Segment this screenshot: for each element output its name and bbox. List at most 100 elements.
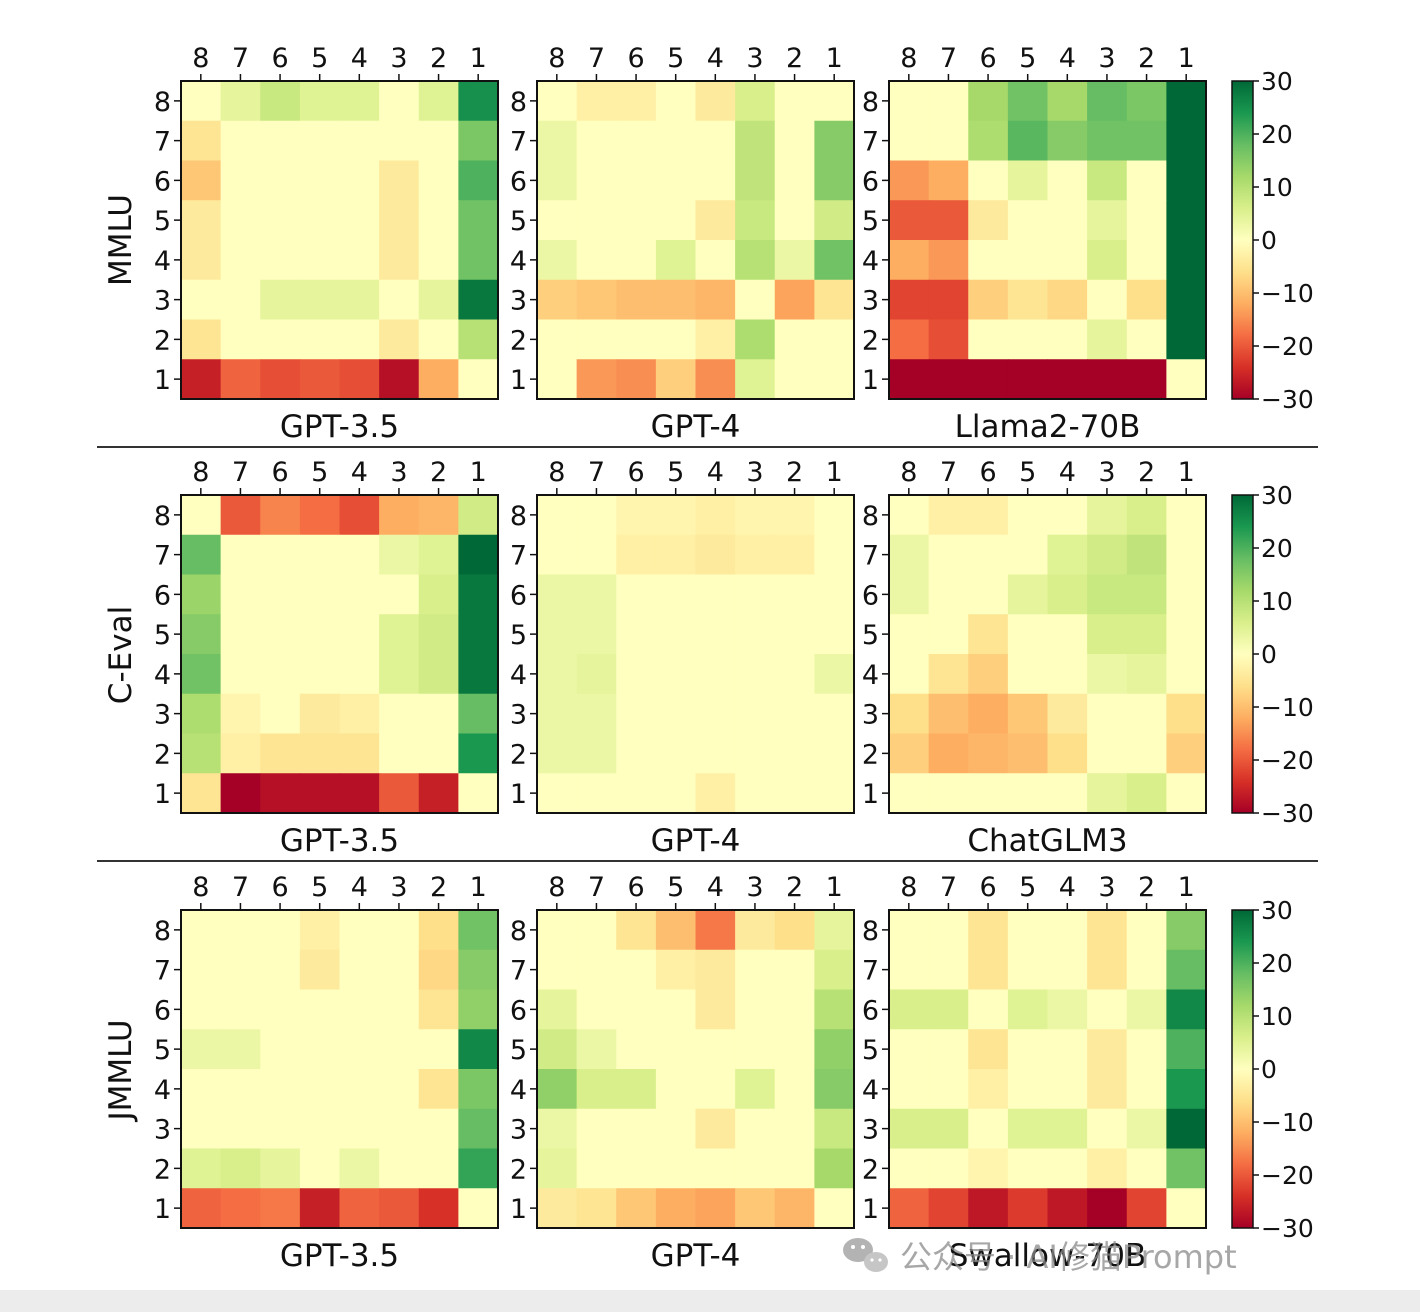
- heatmap-cell: [260, 1148, 301, 1189]
- heatmap-cell: [379, 160, 420, 201]
- heatmap-cell: [576, 614, 617, 655]
- heatmap-cell: [814, 534, 855, 576]
- heatmap-cell: [1126, 120, 1167, 162]
- heatmap-cell: [889, 574, 930, 615]
- heatmap-cell: [928, 910, 969, 951]
- x-tick-label: 8: [548, 457, 565, 488]
- heatmap-cell: [1087, 319, 1128, 360]
- y-tick-label: 2: [862, 739, 879, 770]
- heatmap-cell: [458, 120, 499, 162]
- heatmap-cell: [1126, 773, 1167, 814]
- heatmap-cell: [735, 534, 776, 576]
- heatmap-cell: [537, 1188, 578, 1229]
- heatmap-cell: [260, 1029, 301, 1070]
- heatmap-cell: [1007, 773, 1049, 814]
- heatmap-cell: [655, 495, 697, 536]
- heatmap-cell: [1087, 200, 1128, 241]
- y-tick-label: 4: [154, 1075, 171, 1106]
- y-tick-label: 8: [510, 916, 527, 947]
- heatmap-cell: [695, 240, 736, 281]
- heatmap-cell: [1087, 1069, 1128, 1110]
- heatmap-cell: [537, 1029, 578, 1070]
- y-tick-label: 1: [154, 1194, 171, 1225]
- heatmap-cell: [1087, 81, 1128, 122]
- x-tick-label: 6: [627, 457, 644, 488]
- heatmap-cell: [537, 279, 578, 321]
- heatmap-cell: [774, 1108, 815, 1150]
- heatmap-cell: [1166, 654, 1207, 695]
- y-tick-label: 7: [154, 956, 171, 987]
- y-tick-label: 6: [510, 580, 527, 611]
- heatmap-cell: [299, 1148, 341, 1189]
- x-tick-label: 2: [786, 457, 803, 488]
- heatmap-cell: [968, 693, 1009, 735]
- heatmap-cell: [299, 495, 341, 536]
- heatmap-cell: [695, 200, 736, 241]
- heatmap-cell: [181, 319, 222, 360]
- heatmap-cell: [1047, 910, 1088, 951]
- y-tick-label: 8: [510, 87, 527, 118]
- heatmap-cell: [774, 910, 815, 951]
- heatmap-cell: [260, 989, 301, 1030]
- colorbar-c-eval: 30 20 10 0 −10 −20 −30: [1231, 481, 1314, 828]
- heatmap-cell: [1047, 240, 1088, 281]
- heatmap-cell: [418, 1069, 459, 1110]
- heatmap-cell: [418, 693, 459, 735]
- heatmap-cell: [616, 773, 657, 814]
- x-tick-label: 1: [826, 457, 843, 488]
- heatmap-cell: [889, 693, 930, 735]
- heatmap-cell: [695, 614, 736, 655]
- heatmap-cell: [889, 319, 930, 360]
- y-tick-label: 5: [510, 206, 527, 237]
- y-tick-label: 7: [862, 127, 879, 158]
- heatmap-cell: [339, 1148, 380, 1189]
- y-tick-label: 6: [862, 580, 879, 611]
- heatmap-cell: [928, 120, 969, 162]
- heatmap-cell: [576, 693, 617, 735]
- heatmap-cell: [418, 359, 459, 400]
- x-tick-label: 7: [232, 872, 249, 903]
- heatmap-cell: [1166, 279, 1207, 321]
- heatmap-cell: [379, 495, 420, 536]
- heatmap-cell: [1007, 1108, 1049, 1150]
- heatmap-cell: [968, 319, 1009, 360]
- heatmap-cell: [1007, 989, 1049, 1030]
- x-tick-label: 5: [1019, 457, 1036, 488]
- heatmap-cell: [814, 319, 855, 360]
- heatmap-cell: [889, 81, 930, 122]
- heatmap-cell: [379, 279, 420, 321]
- x-tick-label: 4: [707, 457, 724, 488]
- panel-title: GPT-3.5: [280, 409, 399, 445]
- heatmap-cell: [814, 654, 855, 695]
- x-tick-label: 4: [707, 43, 724, 74]
- heatmap-cell: [458, 279, 499, 321]
- heatmap-cell: [1087, 534, 1128, 576]
- panel-title: GPT-4: [651, 823, 741, 859]
- heatmap-cell: [379, 989, 420, 1030]
- heatmap-cell: [1087, 160, 1128, 201]
- heatmap-cell: [1166, 1188, 1207, 1229]
- heatmap-cell: [181, 120, 222, 162]
- heatmap-cell: [458, 495, 499, 536]
- y-tick-label: 6: [862, 995, 879, 1026]
- y-tick-label: 6: [154, 166, 171, 197]
- heatmap-cell: [1047, 989, 1088, 1030]
- heatmap-cell: [458, 240, 499, 281]
- heatmap-cell: [655, 120, 697, 162]
- heatmap-cell: [260, 359, 301, 400]
- panel-title: GPT-4: [651, 409, 741, 445]
- heatmap-cell: [1166, 1108, 1207, 1150]
- heatmap-cell: [576, 279, 617, 321]
- heatmap-cell: [260, 693, 301, 735]
- y-tick-label: 1: [862, 779, 879, 810]
- heatmap-cell: [299, 534, 341, 576]
- heatmap-cell: [889, 1108, 930, 1150]
- y-tick-label: 6: [862, 166, 879, 197]
- heatmap-cell: [928, 1188, 969, 1229]
- y-tick-label: 7: [154, 541, 171, 572]
- heatmap-cell: [928, 319, 969, 360]
- x-tick-label: 3: [390, 43, 407, 74]
- heatmap-cell: [339, 773, 380, 814]
- heatmap-cell: [537, 773, 578, 814]
